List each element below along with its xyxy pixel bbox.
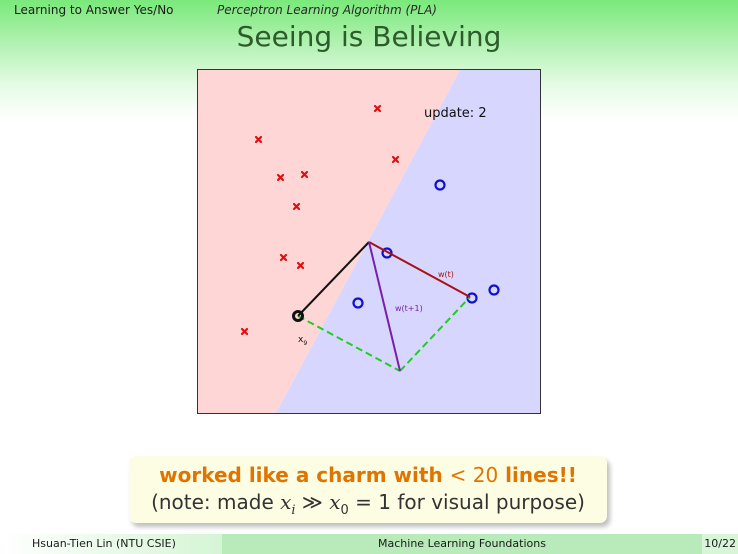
w-t1-vector bbox=[368, 241, 401, 372]
circle-marker-icon bbox=[381, 247, 393, 259]
nav-section[interactable]: Perceptron Learning Algorithm (PLA) bbox=[217, 3, 437, 17]
nav-chapter[interactable]: Learning to Answer Yes/No bbox=[14, 3, 174, 17]
cross-marker-icon bbox=[391, 155, 400, 164]
update-count: update: 2 bbox=[424, 106, 487, 121]
cross-marker-icon bbox=[254, 135, 263, 144]
w-t-vector bbox=[368, 241, 471, 298]
w-t-label: w(t) bbox=[438, 270, 454, 279]
footer-course: Machine Learning Foundations bbox=[222, 534, 702, 554]
footer-page-number: 10/22 bbox=[702, 534, 738, 554]
cross-marker-icon bbox=[296, 261, 305, 270]
cross-marker-icon bbox=[279, 253, 288, 262]
note-callout: worked like a charm with < 20 lines!! (n… bbox=[129, 456, 607, 523]
cross-marker-icon bbox=[276, 173, 285, 182]
w-t1-label: w(t+1) bbox=[395, 304, 423, 313]
circle-marker-icon bbox=[352, 297, 364, 309]
circle-marker-icon bbox=[434, 179, 446, 191]
pla-plot: update: 2 w(t) w(t+1) x9 bbox=[197, 69, 541, 414]
x9-point-icon bbox=[292, 310, 304, 322]
pla-plot-svg: update: 2 w(t) w(t+1) x9 bbox=[198, 70, 540, 413]
footer-author: Hsuan-Tien Lin (NTU CSIE) bbox=[0, 534, 222, 554]
vector-sum-dashes bbox=[297, 296, 471, 372]
footer: Hsuan-Tien Lin (NTU CSIE) Machine Learni… bbox=[0, 534, 738, 554]
positive-points bbox=[352, 179, 500, 309]
x9-vector bbox=[297, 241, 370, 317]
positive-region bbox=[276, 70, 540, 413]
circle-marker-icon bbox=[488, 284, 500, 296]
cross-marker-icon bbox=[373, 104, 382, 113]
cross-marker-icon bbox=[300, 170, 309, 179]
negative-points bbox=[240, 104, 400, 336]
x9-label: x9 bbox=[298, 335, 307, 347]
cross-marker-icon bbox=[292, 202, 301, 211]
slide-title: Seeing is Believing bbox=[236, 20, 502, 53]
negative-region bbox=[198, 70, 460, 413]
callout-note: (note: made xi ≫ x0 = 1 for visual purpo… bbox=[151, 490, 585, 518]
callout-headline: worked like a charm with < 20 lines!! bbox=[159, 463, 577, 487]
cross-marker-icon bbox=[240, 327, 249, 336]
circle-marker-icon bbox=[466, 292, 478, 304]
